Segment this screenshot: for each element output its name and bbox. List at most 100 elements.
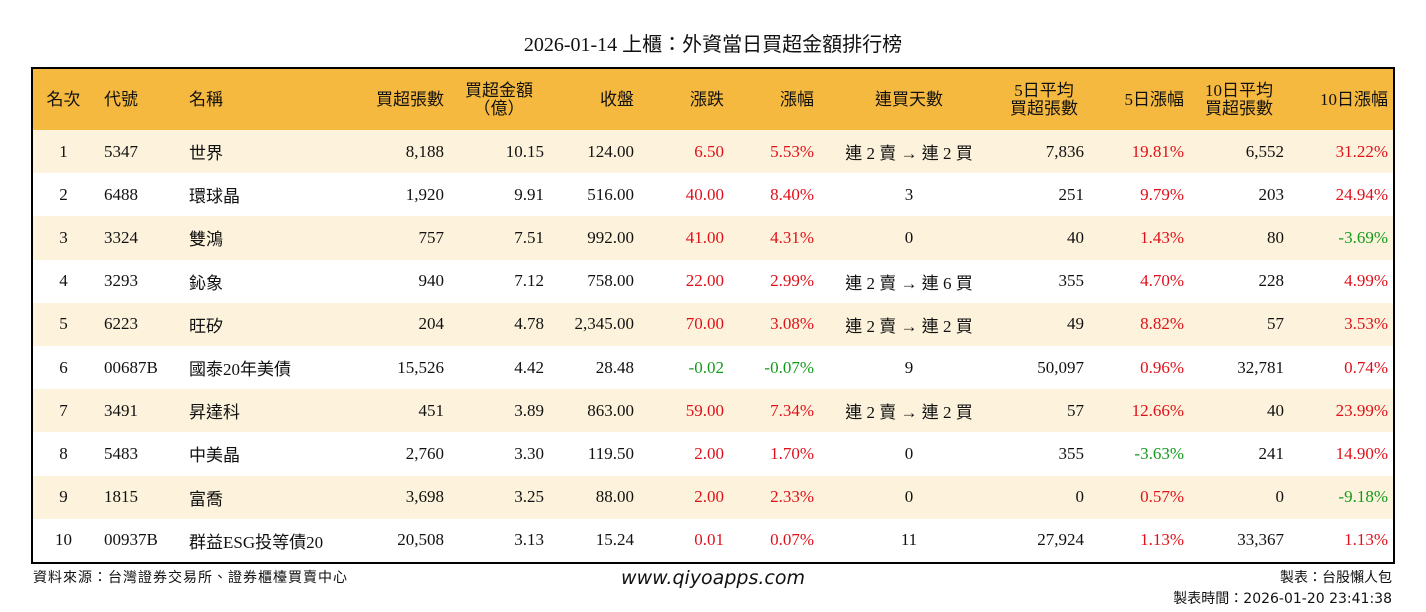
table-cell: 863.00 xyxy=(549,389,639,433)
table-row: 5 6223 旺矽 204 4.78 2,345.00 70.00 3.08% 連 2 賣 → … xyxy=(32,302,1394,346)
table-cell: 23.99% xyxy=(1289,389,1394,433)
table-cell: 1,920 xyxy=(405,184,444,204)
table-cell: 富喬 xyxy=(179,475,349,519)
table-cell: 758.00 xyxy=(587,271,634,291)
table-cell: 50,097 xyxy=(1037,357,1084,377)
table-cell: 連 2 賣 → 連 2 買 xyxy=(819,302,999,346)
table-cell: 1815 xyxy=(94,475,179,519)
table-cell: 4.99% xyxy=(1344,271,1388,291)
table-row: 1 5347 世界 8,188 10.15 124.00 6.50 5.53% 連 2 賣 → … xyxy=(32,130,1394,174)
table-cell: 7 xyxy=(32,389,94,433)
table-cell: 3,698 xyxy=(349,475,449,519)
table-cell: 57 xyxy=(1189,302,1289,346)
table-cell: 3293 xyxy=(104,271,138,291)
table-cell: 251 xyxy=(1058,184,1085,204)
table-cell: 8 xyxy=(59,443,68,463)
table-cell: -0.07% xyxy=(764,357,814,377)
table-cell: 124.00 xyxy=(549,130,639,174)
column-header: 10日平均 買超張數 xyxy=(1189,68,1289,130)
table-cell: 2.99% xyxy=(770,271,814,291)
table-cell: 00937B xyxy=(104,530,158,550)
table-cell: 3324 xyxy=(94,216,179,260)
table-cell: 7.51 xyxy=(449,216,549,260)
table-cell: 2,345.00 xyxy=(549,302,639,346)
table-cell: 241 xyxy=(1258,443,1285,463)
table-cell: 1.70% xyxy=(770,443,814,463)
table-cell: 228 xyxy=(1258,271,1285,291)
table-cell: 1 xyxy=(32,130,94,174)
table-cell: 3.25 xyxy=(449,475,549,519)
table-row: 6 00687B 國泰20年美債 15,526 4.42 28.48 -0.02 -0.07%… xyxy=(32,346,1394,389)
table-cell: 國泰20年美債 xyxy=(189,360,291,380)
table-cell: 32,781 xyxy=(1237,357,1284,377)
table-cell: 49 xyxy=(999,302,1089,346)
table-cell: 4.70% xyxy=(1140,271,1184,291)
table-cell: 2 xyxy=(59,184,68,204)
table-cell: 8,188 xyxy=(349,130,449,174)
table-cell: 33,367 xyxy=(1237,530,1284,550)
table-cell: 3.89 xyxy=(449,389,549,433)
table-body: 1 5347 世界 8,188 10.15 124.00 6.50 5.53% 連 2 賣 → … xyxy=(32,130,1394,563)
table-row: 7 3491 昇達科 451 3.89 863.00 59.00 7.34% 連 2 賣 → 連… xyxy=(32,389,1394,433)
table-cell: 2,760 xyxy=(405,443,444,463)
table-cell: 70.00 xyxy=(639,302,729,346)
table-cell: 516.00 xyxy=(587,184,634,204)
table-cell: 31.22% xyxy=(1289,130,1394,174)
table-cell: 6.50 xyxy=(639,130,729,174)
table-cell: 4 xyxy=(59,271,68,291)
table-cell: 40.00 xyxy=(685,184,724,204)
table-cell: 6223 xyxy=(94,302,179,346)
table-cell: 0.01 xyxy=(694,530,724,550)
table-cell: 27,924 xyxy=(1037,530,1084,550)
table-cell: 雙鴻 xyxy=(179,216,349,260)
table-cell: 0 xyxy=(819,216,999,260)
table-row: 2 6488 環球晶 1,920 9.91 516.00 40.00 8.40% 3 251 9.7… xyxy=(32,173,1394,216)
table-cell: -3.63% xyxy=(1134,443,1184,463)
table-cell: 24.94% xyxy=(1335,184,1388,204)
table-cell: 40 xyxy=(1189,389,1289,433)
table-cell: 0.57% xyxy=(1089,475,1189,519)
table-cell: 119.50 xyxy=(587,443,634,463)
table-cell: 451 xyxy=(349,389,449,433)
table-cell: -0.02 xyxy=(688,357,724,377)
table-cell: 12.66% xyxy=(1089,389,1189,433)
column-header: 收盤 xyxy=(549,68,639,130)
column-header: 代號 xyxy=(94,68,179,130)
table-cell: 連 2 賣 → 連 6 買 xyxy=(845,273,973,293)
table-cell: 19.81% xyxy=(1089,130,1189,174)
table-cell: 3.08% xyxy=(729,302,819,346)
table-cell: 22.00 xyxy=(685,271,724,291)
column-header: 5日平均 買超張數 xyxy=(999,68,1089,130)
table-cell: 7.34% xyxy=(729,389,819,433)
table-cell: 9 xyxy=(32,475,94,519)
table-row: 10 00937B 群益ESG投等債20 20,508 3.13 15.24 0.01 0.0… xyxy=(32,519,1394,563)
table-cell: 9.79% xyxy=(1140,184,1184,204)
table-cell: 昇達科 xyxy=(179,389,349,433)
header-row: 名次 代號 名稱 買超張數 買超金額 （億） 收盤 漲跌 漲幅 連買天數 5日平均 買超張數 5日漲… xyxy=(32,68,1394,130)
table-cell: 10 xyxy=(55,530,72,550)
table-cell: 6 xyxy=(59,357,68,377)
column-header: 漲跌 xyxy=(639,68,729,130)
table-cell: 群益ESG投等債20 xyxy=(189,532,324,552)
table-cell: 10.15 xyxy=(449,130,549,174)
table-cell: 0 xyxy=(819,475,999,519)
table-cell: 20,508 xyxy=(397,530,444,550)
table-cell: 4.31% xyxy=(729,216,819,260)
table-cell: 0 xyxy=(904,443,914,463)
table-cell: 355 xyxy=(1058,271,1085,291)
column-header: 10日漲幅 xyxy=(1289,68,1394,130)
table-cell: 1.13% xyxy=(1140,530,1184,550)
table-cell: 203 xyxy=(1258,184,1285,204)
table-row: 9 1815 富喬 3,698 3.25 88.00 2.00 2.33% 0 0 0.57% 0 -9… xyxy=(32,475,1394,519)
table-cell: 15.24 xyxy=(595,530,634,550)
table-cell: 4.42 xyxy=(514,357,544,377)
table-cell: 3.13 xyxy=(514,530,544,550)
table-cell: 3491 xyxy=(94,389,179,433)
table-cell: 鈊象 xyxy=(189,273,223,293)
table-cell: 5347 xyxy=(94,130,179,174)
table-cell: 5.53% xyxy=(729,130,819,174)
table-cell: 0.96% xyxy=(1140,357,1184,377)
table-cell: 5483 xyxy=(104,443,138,463)
table-cell: 0 xyxy=(999,475,1089,519)
